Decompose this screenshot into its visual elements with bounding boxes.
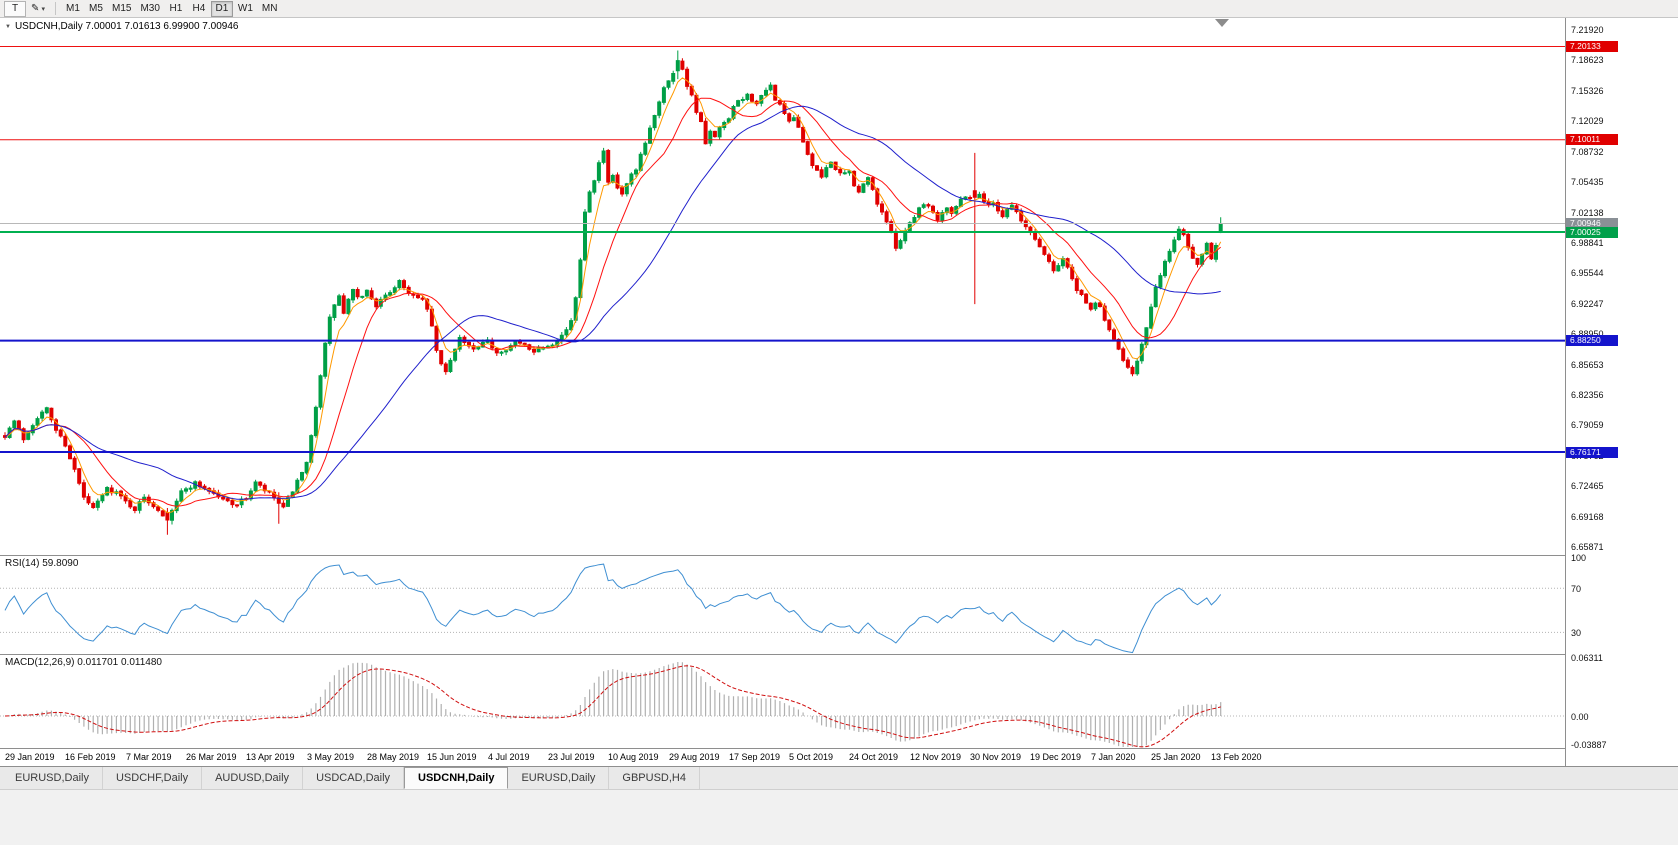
- price-scale-label: 6.82356: [1571, 389, 1604, 400]
- date-label: 16 Feb 2019: [65, 752, 116, 762]
- date-label: 13 Feb 2020: [1211, 752, 1262, 762]
- date-label: 15 Jun 2019: [427, 752, 477, 762]
- price-scale-label: 6.92247: [1571, 298, 1604, 309]
- timeframe-button-m15[interactable]: M15: [108, 1, 135, 17]
- price-tag-7.10011: 7.10011: [1566, 134, 1618, 146]
- date-label: 26 Mar 2019: [186, 752, 237, 762]
- date-label: 3 May 2019: [307, 752, 355, 762]
- rsi-panel[interactable]: RSI(14) 59.8090: [0, 556, 1565, 654]
- date-label: 23 Jul 2019: [548, 752, 595, 762]
- rsi-canvas[interactable]: [0, 556, 1565, 654]
- price-scale-label: 6.69168: [1571, 511, 1604, 522]
- timeframe-button-mn[interactable]: MN: [258, 1, 282, 17]
- macd-panel[interactable]: MACD(12,26,9) 0.011701 0.011480: [0, 655, 1565, 748]
- tab-gbpusd-h4[interactable]: GBPUSD,H4: [609, 767, 700, 789]
- price-scale[interactable]: 7.21920 7.18623 7.15326 7.12029 7.08732 7.054…: [1565, 18, 1678, 766]
- price-tag-7.20133: 7.20133: [1566, 41, 1618, 52]
- date-label: 29 Jan 2019: [5, 752, 55, 762]
- price-tag-6.76171: 6.76171: [1566, 446, 1618, 458]
- price-scale-label: 7.21920: [1571, 25, 1604, 35]
- timeframe-buttons: M1 M5 M15 M30 H1 H4 D1 W1 MN: [62, 0, 282, 17]
- date-label: 7 Jan 2020: [1091, 752, 1136, 762]
- price-scale-label: 7.15326: [1571, 85, 1604, 96]
- date-label: 13 Apr 2019: [246, 752, 295, 762]
- text-tool-button[interactable]: T: [4, 0, 26, 17]
- price-scale-label: 6.65871: [1571, 542, 1604, 552]
- price-scale-label: 6.98841: [1571, 237, 1604, 248]
- timeframe-button-h1[interactable]: H1: [165, 1, 187, 17]
- date-label: 19 Dec 2019: [1030, 752, 1082, 762]
- chart-tabs: EURUSD,Daily USDCHF,Daily AUDUSD,Daily USDC…: [0, 767, 1678, 790]
- price-scale-label: 6.79059: [1571, 420, 1604, 431]
- panel-splitter[interactable]: [0, 555, 1678, 556]
- date-label: 4 Jul 2019: [488, 752, 530, 762]
- date-label: 12 Nov 2019: [910, 752, 962, 762]
- tab-usdchf-daily[interactable]: USDCHF,Daily: [103, 767, 203, 789]
- price-scale-label: 100: [1571, 553, 1587, 563]
- timeframe-button-m30[interactable]: M30: [136, 1, 163, 17]
- date-label: 17 Sep 2019: [729, 752, 781, 762]
- tab-usdcad-daily[interactable]: USDCAD,Daily: [303, 767, 405, 789]
- drawing-tools-button[interactable]: ✎ ▾: [27, 1, 49, 17]
- chevron-down-icon: ▾: [41, 5, 45, 13]
- price-scale-label: 7.12029: [1571, 116, 1604, 127]
- chart-window-bottom-border: [0, 766, 1678, 767]
- one-click-trading-toggle[interactable]: ▼: [5, 23, 11, 30]
- price-scale-label: 6.88950: [1571, 329, 1604, 340]
- price-scale-label: 0.00: [1571, 712, 1589, 722]
- tab-audusd-daily[interactable]: AUDUSD,Daily: [202, 767, 304, 789]
- date-label: 28 May 2019: [367, 752, 420, 762]
- timeframe-button-d1[interactable]: D1: [210, 0, 233, 17]
- timeframe-button-w1[interactable]: W1: [234, 1, 257, 17]
- price-scale-label: 6.72465: [1571, 481, 1604, 492]
- price-scale-label: -0.03887: [1571, 740, 1607, 750]
- timeframe-button-m1[interactable]: M1: [62, 1, 84, 17]
- price-tag-6.88250: 6.88250: [1566, 335, 1618, 347]
- date-label: 24 Oct 2019: [849, 752, 899, 762]
- price-scale-label: 0.06311: [1571, 653, 1603, 664]
- tab-usdcnh-daily[interactable]: USDCNH,Daily: [404, 767, 509, 789]
- tab-eurusd-daily[interactable]: EURUSD,Daily: [508, 767, 610, 789]
- price-chart-panel[interactable]: ▼ USDCNH,Daily 7.00001 7.01613 6.99900 7…: [0, 18, 1565, 555]
- price-scale-label: 30: [1571, 628, 1582, 639]
- time-axis[interactable]: 29 Jan 2019 16 Feb 2019 7 Mar 2019 26 Mar 2…: [0, 749, 1565, 766]
- price-scale-label: 7.02138: [1571, 207, 1604, 218]
- price-tag-7.00946: 7.00946: [1566, 218, 1618, 229]
- chart-title-text: USDCNH,Daily 7.00001 7.01613 6.99900 7.0…: [14, 21, 239, 32]
- status-area: [0, 790, 1678, 845]
- price-chart-canvas[interactable]: [0, 18, 1565, 555]
- date-label: 30 Nov 2019: [970, 752, 1022, 762]
- price-scale-label: 6.85653: [1571, 359, 1604, 370]
- panel-splitter[interactable]: [0, 654, 1678, 655]
- date-label: 29 Aug 2019: [669, 752, 720, 762]
- panel-splitter[interactable]: [0, 748, 1678, 749]
- macd-label: MACD(12,26,9) 0.011701 0.011480: [5, 657, 162, 668]
- date-label: 7 Mar 2019: [126, 752, 172, 762]
- toolbar-separator: [55, 2, 56, 15]
- price-scale-label: 7.08732: [1571, 146, 1604, 157]
- date-label: 10 Aug 2019: [608, 752, 659, 762]
- price-scale-label: 70: [1571, 584, 1582, 595]
- macd-canvas[interactable]: [0, 655, 1565, 748]
- timeframe-button-h4[interactable]: H4: [188, 1, 210, 17]
- price-scale-label: 7.05435: [1571, 177, 1604, 187]
- price-scale-label: 7.18623: [1571, 55, 1604, 66]
- price-tag-7.00025: 7.00025: [1566, 226, 1618, 238]
- tab-eurusd-daily[interactable]: EURUSD,Daily: [2, 767, 103, 789]
- top-toolbar: T ✎ ▾ M1 M5 M15 M30 H1 H4 D1 W1 MN: [0, 0, 1678, 18]
- rsi-label: RSI(14) 59.8090: [5, 558, 79, 569]
- pencil-icon: ✎: [31, 3, 40, 14]
- price-scale-label: 6.95544: [1571, 268, 1604, 279]
- date-label: 5 Oct 2019: [789, 752, 834, 762]
- timeframe-button-m5[interactable]: M5: [85, 1, 107, 17]
- chart-title: ▼ USDCNH,Daily 7.00001 7.01613 6.99900 7…: [5, 21, 238, 32]
- date-label: 25 Jan 2020: [1151, 752, 1201, 762]
